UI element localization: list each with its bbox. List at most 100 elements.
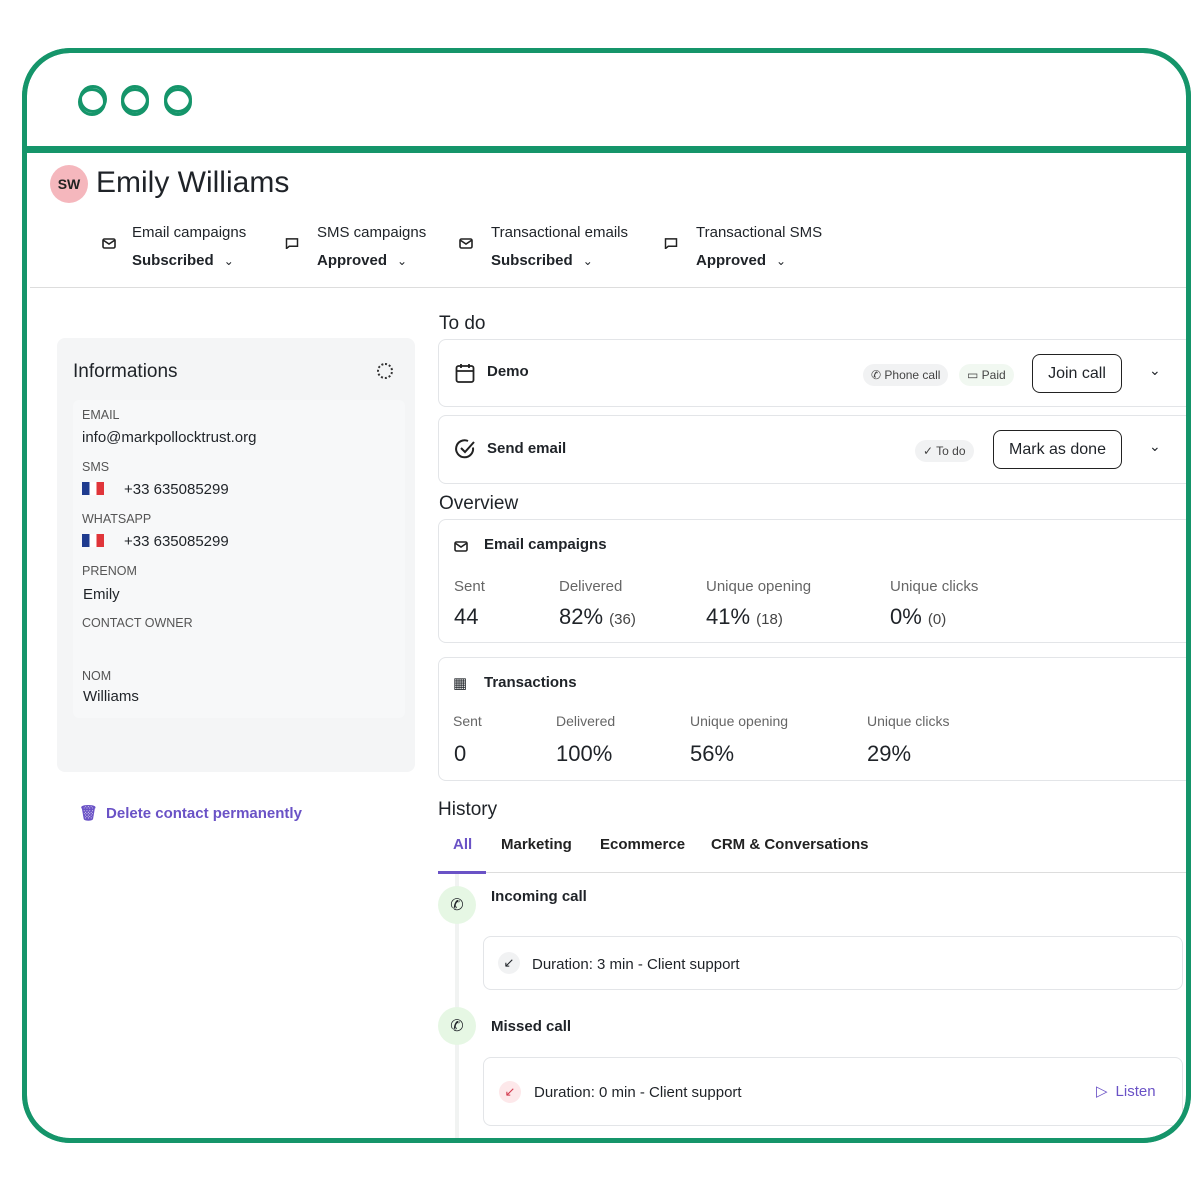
mark-as-done-button[interactable]: Mark as done [993,430,1122,469]
check-circle-icon [455,439,475,459]
card-title: Email campaigns [484,536,607,553]
tab-crm-conversations[interactable]: CRM & Conversations [711,836,869,853]
informations-panel: Informations EMAIL info@markpollocktrust… [57,338,415,772]
titlebar-divider [22,146,1191,151]
metric-label: Unique opening [690,713,789,729]
metric-value: 100% [556,741,613,766]
history-item-missed-call[interactable]: ↙ Duration: 0 min - Client support ▷ List… [483,1057,1183,1126]
page-title: Emily Williams [96,166,290,199]
metric-value: 56% [690,741,735,766]
window-dot-icon[interactable] [121,85,149,113]
window-titlebar [27,53,1186,153]
phone-call-icon: ✆ [871,368,885,382]
section-title: To do [439,313,486,334]
window-dot-icon[interactable] [79,85,107,113]
calendar-icon [455,364,475,383]
prenom-value[interactable]: Emily [83,586,120,603]
subscription-status-dropdown[interactable]: Subscribed ⌄ [132,252,234,269]
sms-value[interactable]: +33 635085299 [82,481,229,498]
subscription-status-dropdown[interactable]: Approved ⌄ [317,252,408,269]
history-title: Incoming call [491,888,587,905]
trash-icon: 🗑 [79,805,99,822]
field-label: CONTACT OWNER [82,616,193,630]
todo-title: Send email [487,440,567,457]
metric-label: Unique clicks [890,578,979,595]
tag-to-do: ✓ To do [915,440,974,462]
subscription-label: Transactional emails [491,224,628,241]
overview-transactions: ▦ Transactions Sent 0 Delivered 100% Uni… [438,657,1198,781]
divider [30,287,1186,288]
card-title: Transactions [484,674,577,691]
subscription-status-dropdown[interactable]: Approved ⌄ [696,252,787,269]
field-label: SMS [82,460,110,474]
grid-icon: ▦ [453,675,468,692]
chevron-down-icon: ⌄ [776,254,787,268]
subscription-label: Email campaigns [132,224,247,241]
tab-all[interactable]: All [453,836,473,853]
todo-item-demo[interactable]: Demo ✆ Phone call ▭ Paid Join call ⌄ [438,339,1198,407]
tag-paid: ▭ Paid [959,364,1014,386]
todo-title: Demo [487,363,529,380]
mail-icon [459,238,473,249]
arrow-down-left-icon: ↙ [499,1081,521,1103]
nom-value[interactable]: Williams [83,688,139,705]
tabs-divider [438,872,1186,873]
overview-email-campaigns: Email campaigns Sent 44 Delivered 82% (3… [438,519,1198,643]
metric-label: Delivered [556,713,616,729]
email-value[interactable]: info@markpollocktrust.org [82,429,257,446]
message-icon [285,238,299,249]
subscription-status-dropdown[interactable]: Subscribed ⌄ [491,252,593,269]
tag-phone-call: ✆ Phone call [863,364,949,386]
info-fields: EMAIL info@markpollocktrust.org SMS +33 … [73,400,405,718]
subscription-label: Transactional SMS [696,224,823,241]
tab-ecommerce[interactable]: Ecommerce [600,836,686,853]
join-call-button[interactable]: Join call [1032,354,1122,393]
metric-value: 0 [454,741,467,766]
metric-value: 82% (36) [559,604,636,629]
chevron-down-icon: ⌄ [582,254,593,268]
arrow-down-left-icon: ↙ [498,952,520,974]
history-title: Missed call [491,1018,572,1035]
phone-icon: ✆ [438,1007,476,1045]
whatsapp-value[interactable]: +33 635085299 [82,533,229,550]
delete-contact-link[interactable]: 🗑 Delete contact permanently [79,805,302,822]
metric-label: Delivered [559,578,623,595]
section-title: Overview [439,493,519,514]
mail-icon [454,541,468,552]
field-label: PRENOM [82,564,137,578]
gear-icon[interactable] [377,363,393,379]
metric-value: 44 [454,604,479,629]
window-dot-icon[interactable] [164,85,192,113]
chevron-down-icon[interactable]: ⌄ [1149,438,1161,454]
chevron-down-icon[interactable]: ⌄ [1149,362,1161,378]
message-icon [664,238,678,249]
field-label: WHATSAPP [82,512,152,526]
france-flag-icon [82,482,104,495]
metric-label: Unique opening [706,578,812,595]
metric-value: 0% (0) [890,604,947,629]
section-title: History [438,799,498,820]
field-label: NOM [82,669,112,683]
listen-button[interactable]: ▷ Listen [1096,1083,1156,1100]
metric-value: 29% [867,741,912,766]
chevron-down-icon: ⌄ [397,254,408,268]
avatar: SW [50,165,88,203]
panel-title: Informations [73,361,178,382]
todo-item-send-email[interactable]: Send email ✓ To do Mark as done ⌄ [438,415,1198,484]
mail-icon [102,238,116,249]
metric-label: Sent [454,578,485,595]
card-icon: ▭ [967,368,982,382]
play-icon: ▷ [1096,1083,1108,1100]
tab-marketing[interactable]: Marketing [501,836,572,853]
chevron-down-icon: ⌄ [223,254,234,268]
phone-icon: ✆ [438,886,476,924]
active-tab-indicator [438,871,486,874]
history-item-incoming-call[interactable]: ↙ Duration: 3 min - Client support [483,936,1183,990]
check-circle-icon: ✓ [923,444,937,458]
metric-label: Sent [453,713,482,729]
subscription-label: SMS campaigns [317,224,427,241]
metric-label: Unique clicks [867,713,950,729]
field-label: EMAIL [82,408,120,422]
france-flag-icon [82,534,104,547]
metric-value: 41% (18) [706,604,783,629]
